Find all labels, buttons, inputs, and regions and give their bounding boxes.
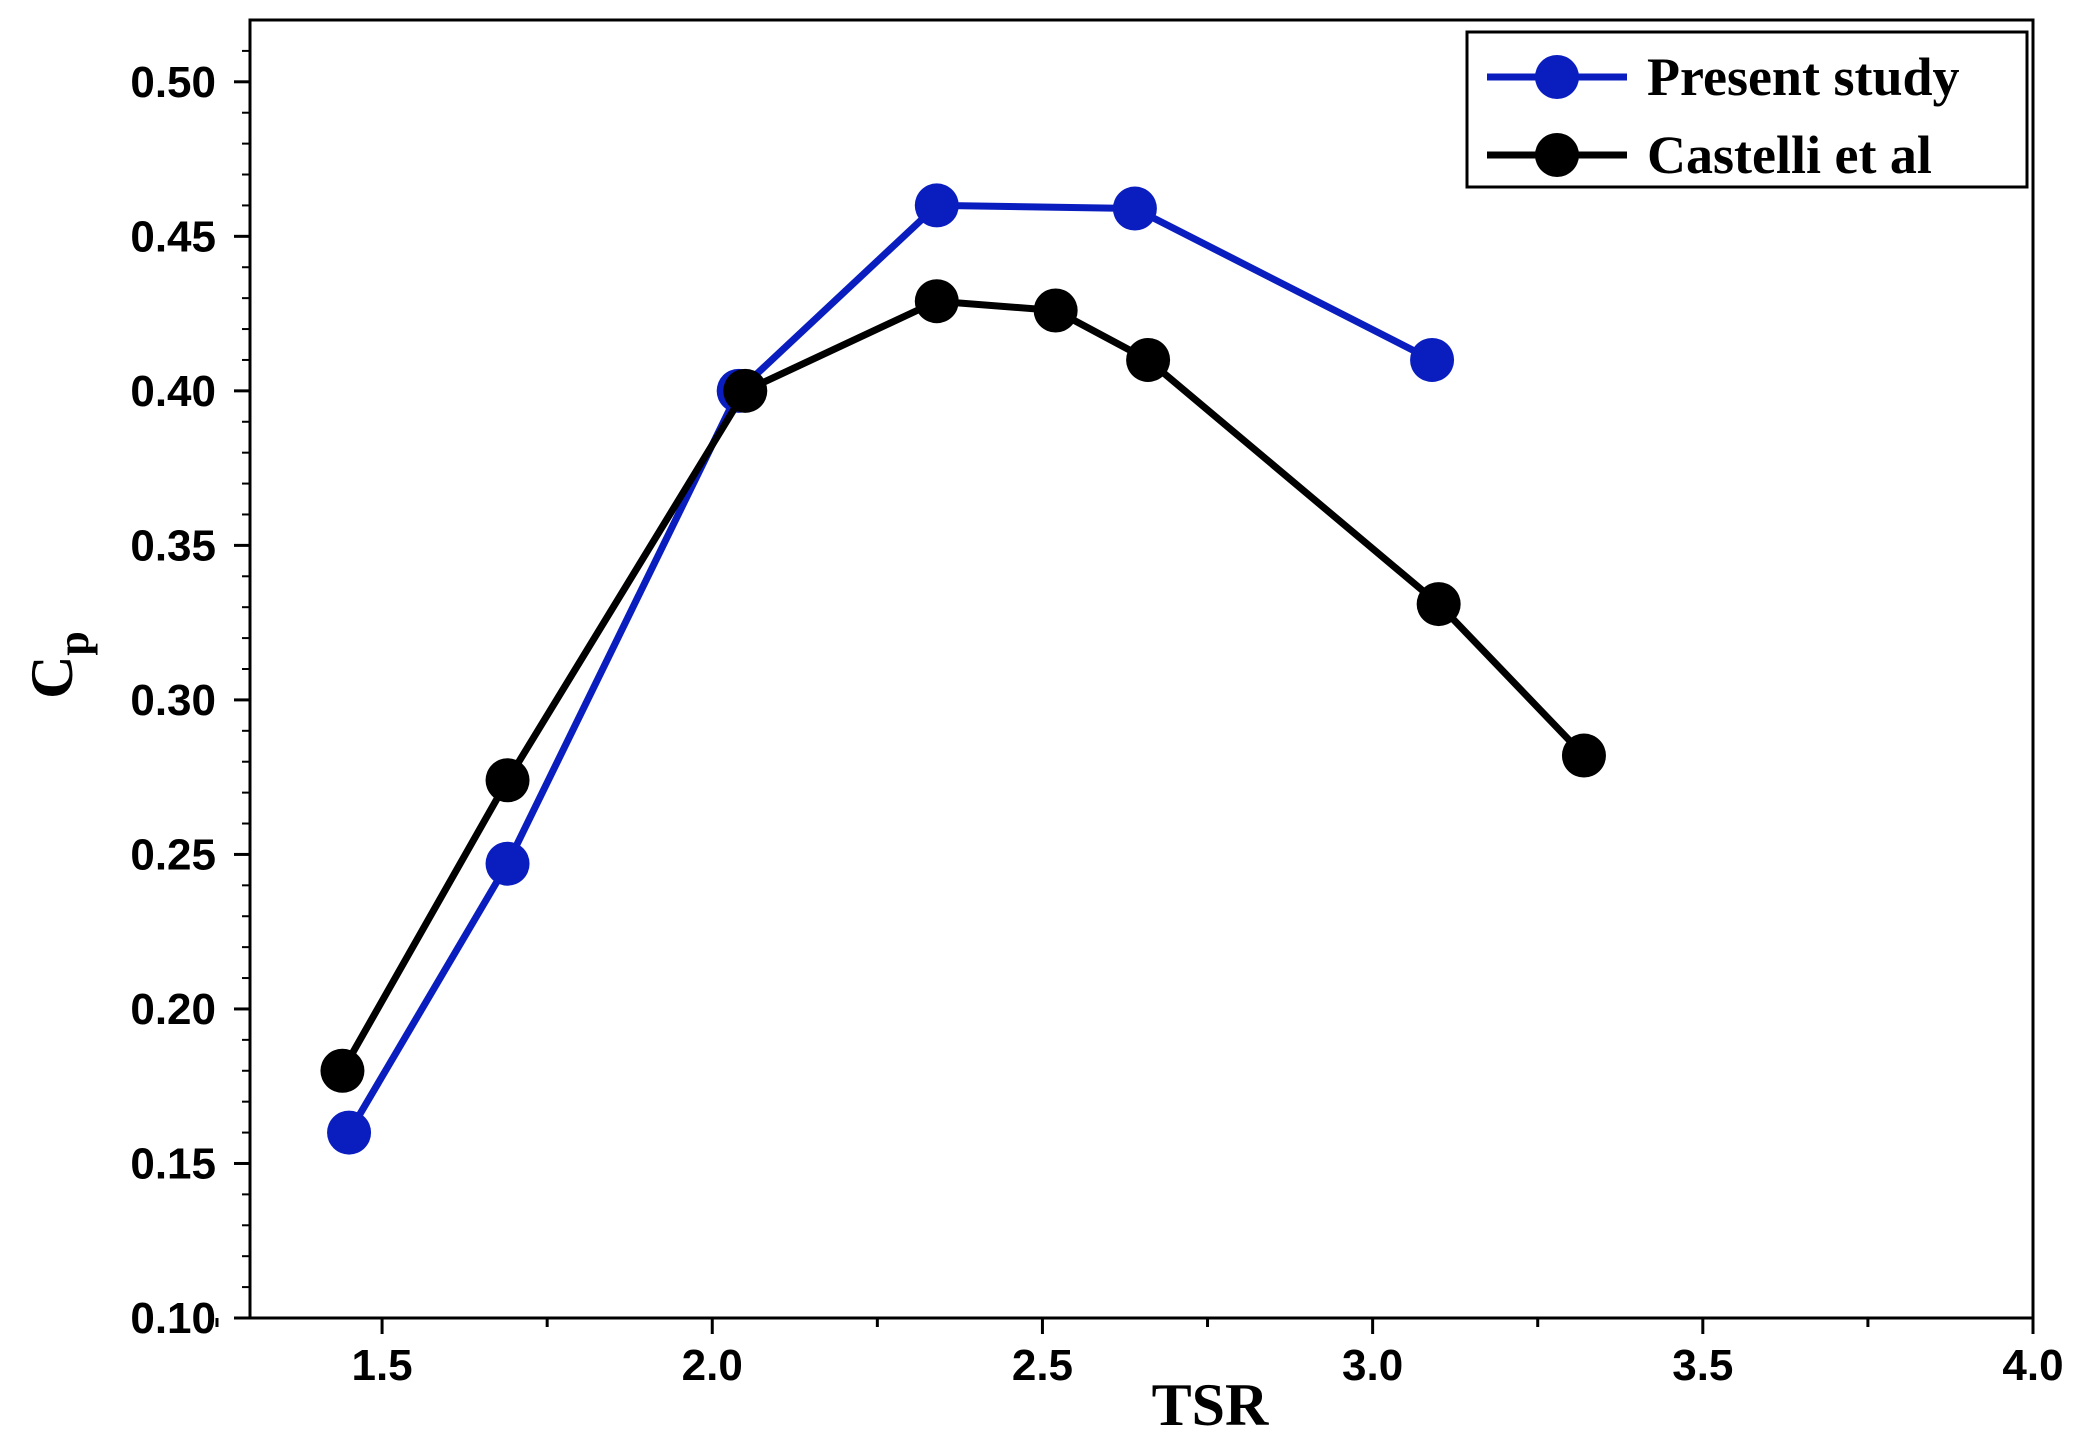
series-castelli-et-al xyxy=(320,279,1606,1093)
x-tick-label: 2.0 xyxy=(682,1341,743,1390)
x-tick-label: 4.0 xyxy=(2002,1341,2063,1390)
y-axis-title-sub: p xyxy=(49,631,98,655)
x-tick-label: 2.5 xyxy=(1012,1341,1073,1390)
y-tick-label: 0.50 xyxy=(130,58,216,107)
series-line xyxy=(339,297,1587,1073)
legend-label: Present study xyxy=(1647,47,1960,107)
data-point xyxy=(1126,337,1171,382)
legend-marker xyxy=(1535,133,1579,177)
legend: Present study Castelli et al xyxy=(1465,30,2029,189)
x-tick-label: 3.5 xyxy=(1672,1341,1733,1390)
x-axis-title: TSR xyxy=(1152,1372,1269,1438)
data-point xyxy=(485,841,530,886)
data-point xyxy=(723,368,768,413)
data-point xyxy=(1033,288,1078,333)
x-tick-label: 1.5 xyxy=(351,1341,412,1390)
y-tick-label: 0.15 xyxy=(130,1139,216,1188)
y-tick-label: 0.10 xyxy=(130,1294,216,1343)
data-point xyxy=(327,1110,372,1155)
data-point xyxy=(1112,186,1157,231)
data-point xyxy=(1410,337,1455,382)
data-point xyxy=(1416,582,1461,627)
data-point xyxy=(914,279,959,324)
y-axis-title-main: C xyxy=(19,656,85,699)
series-line xyxy=(346,201,1434,1135)
data-point xyxy=(914,183,959,228)
y-axis-title: Cp xyxy=(19,631,98,699)
y-tick-label: 0.40 xyxy=(130,367,216,416)
series-present-study xyxy=(327,183,1455,1155)
legend-label: Castelli et al xyxy=(1647,125,1932,185)
legend-marker xyxy=(1535,55,1579,99)
data-point xyxy=(320,1048,365,1093)
data-point xyxy=(485,758,530,803)
y-tick-label: 0.45 xyxy=(130,212,216,261)
y-tick-label: 0.20 xyxy=(130,985,216,1034)
series-layer xyxy=(320,183,1606,1155)
y-tick-label: 0.35 xyxy=(130,521,216,570)
y-tick-label: 0.25 xyxy=(130,830,216,879)
data-point xyxy=(1561,733,1606,778)
x-tick-label: 3.0 xyxy=(1342,1341,1403,1390)
y-tick-label: 0.30 xyxy=(130,676,216,725)
axes: 1.5 2.0 2.5 3.0 3.5 4.0 0.10 0.15 0.20 0.25 0.30 0.… xyxy=(130,18,2064,1390)
